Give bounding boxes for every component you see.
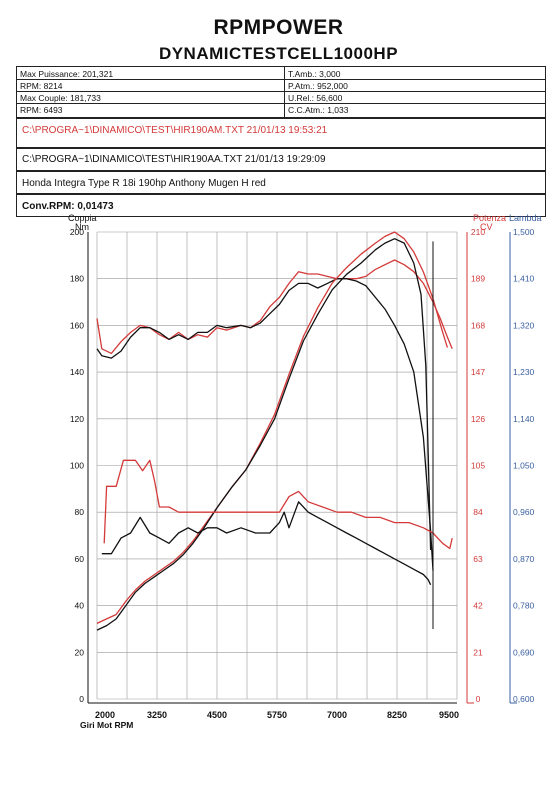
file-2-path: C:\PROGRA~1\DINAMICO\TEST\HIR190AA.TXT 2… [22, 154, 326, 165]
spec-rpm-torque: RPM: 6493 [20, 105, 63, 115]
power-tick-label: 0 [476, 694, 481, 704]
lambda-tick-label: 0,600 [513, 694, 535, 704]
left-tick-label: 80 [75, 507, 85, 517]
spec-cc-atm: C.C.Atm.: 1,033 [288, 105, 349, 115]
power-tick-label: 126 [471, 414, 485, 424]
spec-max-puissance: Max Puissance: 201,321 [20, 69, 114, 79]
lambda-tick-label: 1,320 [513, 320, 535, 330]
left-tick-label: 140 [70, 367, 84, 377]
spec-divider [284, 67, 285, 117]
conv-row: Conv.RPM: 0,01473 [16, 194, 546, 217]
x-tick-label: 9500 [439, 710, 459, 720]
torque-curve-red [96, 259, 453, 355]
power-tick-label: 63 [473, 554, 483, 564]
power-tick-label: 147 [471, 367, 485, 377]
left-axis-unit: Nm [75, 222, 89, 232]
chart-grid [96, 231, 458, 700]
left-tick-label: 100 [70, 461, 84, 471]
lambda-tick-label: 0,870 [513, 554, 535, 564]
lambda-axis-title: Lambda [509, 213, 542, 223]
file-row-2: C:\PROGRA~1\DINAMICO\TEST\HIR190AA.TXT 2… [16, 148, 546, 171]
power-tick-label: 84 [473, 507, 483, 517]
chart-axes: Coppia Nm Potenza CV Lambda Giri Mot RPM… [68, 213, 542, 730]
x-tick-label: 4500 [207, 710, 227, 720]
vehicle-row: Honda Integra Type R 18i 190hp Anthony M… [16, 171, 546, 194]
spec-row-line [17, 103, 545, 104]
spec-row-line [17, 79, 545, 80]
report-subtitle: DYNAMICTESTCELL1000HP [158, 44, 399, 63]
left-tick-label: 0 [79, 694, 84, 704]
lambda-curve-red [103, 459, 453, 550]
file-row-1: C:\PROGRA~1\DINAMICO\TEST\HIR190AM.TXT 2… [16, 118, 546, 148]
spec-table: Max Puissance: 201,321 RPM: 8214 Max Cou… [16, 66, 546, 118]
conv-rpm: Conv.RPM: 0,01473 [22, 201, 114, 212]
left-tick-label: 40 [75, 601, 85, 611]
power-axis-title: Potenza [473, 213, 506, 223]
power-axis-unit: CV [480, 222, 493, 232]
report-title: RPMPOWER [213, 16, 344, 39]
power-tick-label: 105 [471, 461, 485, 471]
left-axis-title: Coppia [68, 213, 97, 223]
chart-series [96, 231, 453, 631]
left-tick-label: 180 [70, 274, 84, 284]
spec-u-rel: U.Rel.: 56,600 [288, 93, 343, 103]
left-tick-label: 200 [70, 227, 84, 237]
left-tick-label: 160 [70, 320, 84, 330]
x-tick-label: 8250 [387, 710, 407, 720]
lambda-tick-label: 0,780 [513, 601, 535, 611]
x-axis-title: Giri Mot RPM [80, 720, 133, 730]
power-tick-label: 168 [471, 320, 485, 330]
spec-t-amb: T.Amb.: 3,000 [288, 69, 341, 79]
lambda-tick-label: 1,410 [513, 274, 535, 284]
power-curve-red [96, 231, 449, 624]
lambda-tick-label: 0,960 [513, 507, 535, 517]
lambda-tick-label: 1,050 [513, 461, 535, 471]
power-curve-black [96, 238, 432, 631]
x-tick-label: 5750 [267, 710, 287, 720]
spec-p-atm: P.Atm.: 952,000 [288, 81, 348, 91]
file-1-path: C:\PROGRA~1\DINAMICO\TEST\HIR190AM.TXT 2… [22, 125, 328, 136]
power-tick-label: 189 [471, 274, 485, 284]
x-tick-label: 3250 [147, 710, 167, 720]
left-tick-label: 120 [70, 414, 84, 424]
left-tick-label: 20 [75, 647, 85, 657]
lambda-curve-black [101, 501, 432, 586]
x-tick-label: 7000 [327, 710, 347, 720]
lambda-tick-label: 1,500 [513, 227, 535, 237]
spec-max-couple: Max Couple: 181,733 [20, 93, 101, 103]
power-tick-label: 210 [471, 227, 485, 237]
lambda-tick-label: 0,690 [513, 647, 535, 657]
torque-curve-black [96, 278, 434, 571]
spec-row-line [17, 91, 545, 92]
lambda-tick-label: 1,230 [513, 367, 535, 377]
power-tick-label: 21 [473, 647, 483, 657]
left-tick-label: 60 [75, 554, 85, 564]
vehicle-name: Honda Integra Type R 18i 190hp Anthony M… [22, 178, 266, 189]
x-tick-label: 2000 [95, 710, 115, 720]
spec-rpm-power: RPM: 8214 [20, 81, 63, 91]
lambda-tick-label: 1,140 [513, 414, 535, 424]
power-tick-label: 42 [473, 601, 483, 611]
